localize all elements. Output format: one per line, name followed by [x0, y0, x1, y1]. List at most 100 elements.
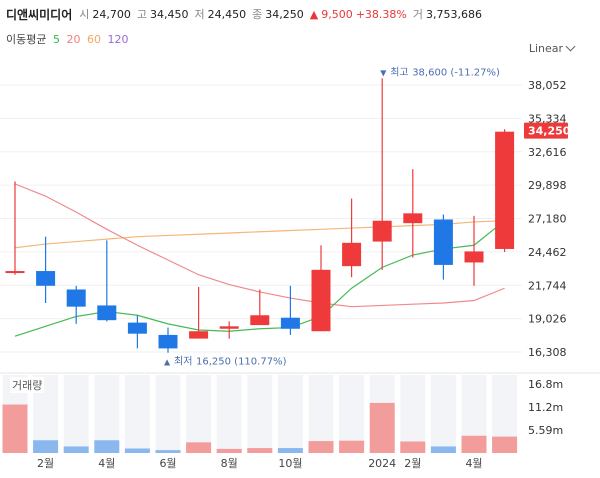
high-annotation-value: 38,600 (-11.27%) [412, 67, 500, 78]
candle-body [342, 242, 362, 267]
open-label: 시 [79, 8, 90, 21]
volume-bar [400, 441, 426, 453]
candle-body [97, 305, 117, 321]
volume-column-bg [94, 375, 120, 453]
current-price-label: 34,250 [528, 125, 571, 138]
stock-name: 디앤씨미디어 [6, 7, 73, 22]
volume-bar [277, 448, 303, 453]
price-axis-label: 32,616 [528, 146, 567, 159]
ma-label: 이동평균 [6, 33, 47, 46]
candle-body [280, 317, 300, 329]
volume-bar [492, 436, 518, 453]
volume-bar [247, 448, 273, 453]
price-axis-label: 29,898 [528, 179, 567, 192]
candle-body [5, 271, 25, 274]
volume-column-bg [124, 375, 150, 453]
volume-bar [369, 402, 395, 453]
candle-body [36, 271, 56, 286]
volume-bar [430, 446, 456, 453]
volume-bar [461, 435, 487, 453]
low-label: 저 [194, 8, 205, 21]
price-header: 디앤씨미디어 시 24,700 고 34,450 저 24,450 종 34,2… [6, 4, 485, 24]
change-percent: +38.38% [355, 7, 407, 21]
close-label: 종 [252, 8, 263, 21]
low-annotation-label: 최저 [174, 356, 192, 368]
volume-value: 3,753,686 [426, 7, 482, 21]
price-axis-label: 38,052 [528, 79, 567, 92]
volume-label: 거 [412, 8, 424, 21]
time-axis-label: 4월 [98, 457, 115, 470]
volume-bar [186, 442, 212, 453]
high-value: 34,450 [150, 7, 189, 21]
moving-average-legend[interactable]: 이동평균 5 20 60 120 [6, 31, 131, 47]
price-axis-label: 21,744 [528, 279, 567, 292]
volume-bar [216, 448, 242, 453]
volume-column-bg [155, 375, 181, 453]
volume-column-bg [63, 375, 89, 453]
current-price-tag [524, 122, 568, 139]
volume-axis-label: 16.8m [528, 378, 563, 391]
price-axis-label: 27,180 [528, 213, 567, 226]
price-axis-label: 19,026 [528, 313, 567, 326]
volume-bar [63, 446, 89, 453]
ma20-line [14, 183, 505, 308]
volume-column-bg [308, 375, 334, 453]
high-annotation-label: 최고 [390, 66, 408, 78]
time-axis-label: 10월 [278, 457, 302, 470]
ma-120: 120 [107, 33, 129, 46]
volume-column-bg [186, 375, 212, 453]
scale-mode-dropdown[interactable]: Linear [528, 41, 576, 55]
time-axis-label: 4월 [465, 457, 482, 470]
volume-column-bg [247, 375, 273, 453]
candle-body [403, 213, 423, 224]
candle-body [66, 289, 86, 307]
high-label: 고 [136, 8, 147, 21]
low-value: 24,450 [207, 7, 247, 21]
volume-bar [33, 440, 59, 453]
candle-body [464, 251, 484, 263]
volume-bar [2, 404, 28, 453]
close-value: 34,250 [265, 7, 304, 21]
volume-column-bg [430, 375, 456, 453]
ma-20: 20 [66, 33, 81, 46]
change-value: 9,500 [321, 7, 353, 21]
low-marker-icon: ▲ [164, 358, 171, 367]
volume-bar [308, 441, 334, 453]
low-annotation-value: 16,250 (110.77%) [196, 357, 287, 368]
candle-body [311, 269, 331, 332]
candle-body [433, 219, 453, 265]
ma5-line [14, 220, 505, 337]
time-axis-label: 2월 [404, 457, 421, 470]
price-axis-label: 24,462 [528, 246, 567, 259]
volume-column-bg [400, 375, 426, 453]
high-marker-icon: ▼ [380, 68, 387, 77]
volume-bar [94, 440, 120, 453]
candle-body [372, 220, 392, 242]
scale-mode-label: Linear [528, 42, 563, 55]
candle-body [189, 331, 209, 339]
volume-column-bg [277, 375, 303, 453]
volume-column-bg [339, 375, 365, 453]
candle-body [250, 315, 270, 326]
candle-body [219, 326, 239, 329]
time-axis-label: 8월 [221, 457, 238, 470]
up-triangle-icon: ▲ [309, 7, 319, 21]
volume-bar [339, 440, 365, 453]
volume-axis-label: 5.59m [528, 424, 563, 437]
volume-bar [155, 450, 181, 453]
candle-body [158, 334, 178, 349]
ma-60: 60 [86, 33, 101, 46]
candle-body [127, 322, 147, 334]
volume-column-bg [216, 375, 242, 453]
volume-panel-title: 거래량 [10, 377, 45, 393]
volume-bar [124, 448, 150, 453]
time-axis-label: 6월 [159, 457, 176, 470]
ma-5: 5 [52, 33, 60, 46]
open-value: 24,700 [92, 7, 131, 21]
time-axis-label: 2024 [368, 457, 396, 470]
price-axis-label: 35,334 [528, 112, 567, 125]
ma60-line [14, 220, 505, 249]
price-axis-label: 16,308 [528, 346, 567, 359]
time-axis-label: 2월 [37, 457, 54, 470]
